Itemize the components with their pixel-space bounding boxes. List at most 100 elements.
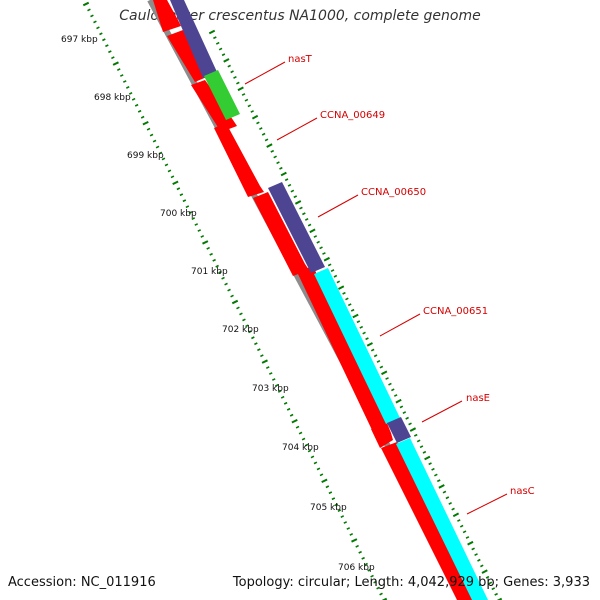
kbp-label: 706 kbp: [338, 563, 375, 573]
inner-tick-track: [82, 1, 388, 600]
cds-arrow: [153, 0, 181, 32]
major-tick: [381, 597, 388, 600]
minor-tick: [256, 121, 260, 125]
kbp-label: 700 kbp: [160, 209, 197, 219]
gene-label: CCNA_00649: [320, 110, 385, 121]
minor-tick: [265, 366, 270, 370]
minor-tick: [413, 433, 418, 437]
major-tick: [172, 180, 179, 186]
minor-tick: [364, 562, 368, 566]
minor-tick: [213, 36, 217, 40]
minor-tick: [385, 377, 389, 380]
minor-tick: [322, 252, 326, 255]
label-leader: [276, 117, 318, 141]
minor-tick: [99, 32, 103, 36]
minor-tick: [319, 473, 324, 477]
minor-tick: [197, 229, 202, 232]
minor-tick: [233, 75, 237, 79]
minor-tick: [299, 206, 303, 210]
minor-tick: [215, 264, 219, 268]
gene-block-CCNA_00651: [314, 268, 400, 424]
minor-tick: [236, 306, 240, 310]
minor-tick: [358, 550, 362, 554]
minor-tick: [250, 110, 254, 113]
minor-tick: [218, 47, 223, 51]
accession-text: Accession: NC_011916: [8, 575, 156, 590]
minor-tick: [331, 497, 336, 501]
major-tick: [237, 86, 244, 92]
major-tick: [112, 61, 119, 66]
minor-tick: [230, 70, 234, 74]
minor-tick: [236, 81, 240, 85]
minor-tick: [155, 145, 160, 149]
major-tick: [251, 114, 259, 120]
minor-tick: [259, 127, 263, 131]
minor-tick: [471, 547, 475, 551]
minor-tick: [445, 496, 450, 500]
major-tick: [352, 313, 359, 319]
minor-tick: [200, 234, 205, 238]
minor-tick: [270, 149, 275, 153]
minor-tick: [170, 175, 175, 179]
minor-tick: [268, 372, 273, 375]
minor-tick: [313, 461, 318, 465]
gene-label: nasE: [466, 393, 490, 404]
major-tick: [208, 29, 216, 35]
minor-tick: [342, 291, 346, 295]
minor-tick: [287, 183, 292, 187]
minor-tick: [284, 178, 289, 182]
minor-tick: [87, 8, 91, 12]
minor-tick: [337, 509, 342, 513]
major-tick: [424, 455, 431, 461]
minor-tick: [448, 501, 452, 505]
label-leader: [466, 493, 508, 515]
major-tick: [202, 240, 209, 245]
minor-tick: [182, 199, 187, 203]
cds-arrow: [297, 266, 388, 430]
minor-tick: [436, 479, 441, 483]
label-leader: [379, 313, 421, 337]
label-leader: [421, 400, 463, 423]
minor-tick: [459, 524, 464, 528]
minor-tick: [376, 586, 380, 590]
minor-tick: [280, 395, 285, 399]
minor-tick: [241, 93, 246, 96]
minor-tick: [158, 151, 163, 155]
gene-block-nasT: [170, 0, 217, 78]
minor-tick: [373, 580, 377, 584]
minor-tick: [264, 138, 269, 142]
minor-tick: [313, 235, 318, 238]
minor-tick: [90, 14, 94, 18]
minor-tick: [239, 312, 243, 316]
major-tick: [467, 540, 474, 546]
minor-tick: [391, 388, 395, 392]
major-tick: [452, 512, 460, 518]
major-tick: [280, 171, 287, 177]
minor-tick: [261, 132, 266, 136]
minor-tick: [137, 109, 142, 113]
minor-tick: [319, 246, 323, 250]
minor-tick: [316, 467, 321, 471]
minor-tick: [146, 127, 151, 131]
minor-tick: [108, 50, 112, 54]
label-leader: [317, 194, 359, 218]
gene-block-nasC: [396, 438, 488, 600]
minor-tick: [242, 318, 246, 322]
minor-tick: [328, 491, 333, 495]
gene-block-CCNA_00650: [268, 182, 325, 273]
minor-tick: [230, 294, 234, 298]
minor-tick: [361, 556, 365, 560]
major-tick: [82, 1, 90, 7]
minor-tick: [379, 592, 383, 596]
minor-tick: [373, 354, 378, 358]
minor-tick: [298, 431, 303, 435]
minor-tick: [442, 490, 447, 494]
minor-tick: [260, 354, 264, 358]
cds-arrow: [253, 192, 309, 276]
minor-tick: [327, 263, 332, 267]
minor-tick: [149, 133, 154, 137]
minor-tick: [131, 97, 136, 101]
major-tick: [323, 256, 330, 262]
major-tick: [496, 597, 503, 600]
minor-tick: [227, 288, 231, 292]
